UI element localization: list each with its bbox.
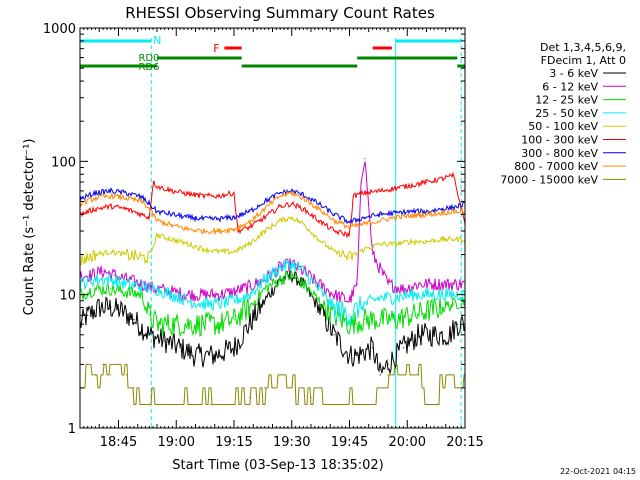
series-4-group — [79, 258, 466, 327]
decimation-bar-label-2: RD0 — [138, 53, 159, 64]
legend-entry-3: 12 - 25 keV — [535, 94, 598, 107]
series-1-point-21 — [356, 354, 358, 357]
series-9-point-17 — [248, 396, 250, 398]
series-6-line — [79, 171, 466, 239]
series-4-point-19 — [348, 314, 351, 316]
y-axis-label: Count Rate (s⁻¹ detector⁻¹) — [22, 139, 37, 316]
series-7-line — [79, 187, 466, 225]
series-5-point-10 — [202, 248, 204, 250]
series-7-point-9 — [187, 216, 189, 218]
series-3-point-6 — [148, 314, 150, 316]
series-3-line — [79, 268, 466, 338]
series-2-point-4 — [114, 274, 116, 276]
x-tick-label-1: 18:45 — [100, 435, 137, 450]
series-1-line — [79, 270, 466, 375]
series-9-point-14 — [210, 403, 212, 406]
series-6-point-20 — [318, 219, 320, 222]
series-1-group — [79, 270, 466, 376]
series-2-point-23 — [364, 157, 366, 160]
x-axis-label: Start Time (03-Sep-13 18:35:02) — [172, 458, 383, 473]
x-tick-label-6: 20:00 — [389, 435, 426, 450]
legend-header-2: FDecim 1, Att 0 — [541, 54, 626, 67]
series-5-point-27 — [452, 238, 454, 240]
y-tick-label-3: 100 — [51, 155, 76, 170]
series-3-point-12 — [233, 319, 235, 321]
legend-entry-4: 25 - 50 keV — [535, 107, 598, 120]
x-tick-label-5: 19:45 — [331, 435, 368, 450]
legend-entry-9: 7000 - 15000 keV — [500, 173, 598, 186]
series-5-point-19 — [333, 251, 335, 253]
series-5-point-15 — [279, 219, 281, 222]
series-3-point-21 — [364, 319, 366, 321]
series-5-point-4 — [125, 253, 127, 256]
series-4-line — [79, 258, 466, 327]
series-1-point-19 — [333, 334, 335, 336]
series-1-point-6 — [133, 319, 135, 321]
series-3-point-16 — [291, 274, 293, 276]
series-7-point-23 — [395, 212, 397, 214]
series-3-point-27 — [452, 303, 454, 305]
x-tick-label-4: 19:30 — [273, 435, 310, 450]
x-tick-label-3: 19:15 — [215, 435, 252, 450]
decimation-bar-label-1: RD6 — [138, 62, 159, 73]
series-9-line — [80, 363, 465, 405]
series-4-point-12 — [248, 294, 250, 296]
series-5-point-18 — [318, 238, 320, 240]
series-5-point-6 — [148, 256, 150, 259]
series-7-group — [79, 187, 466, 225]
series-2-point-24 — [372, 253, 374, 256]
series-9-point-18 — [264, 387, 266, 389]
legend-header-1: Det 1,3,4,5,6,9, — [540, 41, 626, 54]
series-1-point-2 — [87, 314, 89, 316]
series-2-point-3 — [102, 270, 104, 272]
series-3-point-3 — [110, 288, 112, 290]
series-9-point-8 — [133, 387, 135, 389]
x-tick-label-2: 19:00 — [158, 435, 195, 450]
series-4-point-20 — [364, 303, 366, 305]
series-9-point-5 — [110, 374, 112, 376]
series-1-point-9 — [179, 347, 181, 349]
series-5-point-5 — [141, 256, 143, 259]
series-1-point-25 — [402, 347, 404, 349]
series-4-point-6 — [156, 288, 158, 290]
series-2-point-13 — [248, 286, 250, 288]
series-3-point-23 — [395, 319, 397, 321]
series-9-point-4 — [102, 363, 104, 365]
series-1-point-23 — [379, 374, 381, 376]
series-6-point-2 — [94, 208, 96, 210]
series-5-point-20 — [348, 256, 351, 259]
series-6-point-8 — [156, 185, 158, 187]
series-3-point-26 — [441, 307, 443, 309]
y-tick-label-4: 1000 — [43, 22, 76, 37]
series-8-line — [79, 189, 465, 236]
series-9-point-7 — [125, 374, 127, 376]
series-6-point-28 — [425, 181, 428, 183]
series-4-point-7 — [171, 294, 173, 296]
footer-date: 22-Oct-2021 04:15 — [560, 467, 636, 476]
y-tick-label-1: 1 — [68, 422, 76, 437]
series-7-point-24 — [410, 211, 412, 213]
chart-title: RHESSI Observing Summary Count Rates — [125, 4, 435, 22]
night-bar-label: N — [153, 34, 161, 47]
series-3-point-24 — [410, 314, 412, 316]
series-4-point-16 — [302, 270, 304, 272]
series-9-point-26 — [387, 374, 389, 376]
legend-entry-8: 800 - 7000 keV — [514, 160, 598, 173]
series-7-point-13 — [248, 211, 250, 213]
legend-entry-1: 3 - 6 keV — [549, 67, 598, 80]
y-tick-label-2: 10 — [59, 289, 76, 304]
legend: Det 1,3,4,5,6,9,FDecim 1, Att 03 - 6 keV… — [500, 41, 626, 186]
series-5-line — [79, 216, 466, 266]
legend-entry-7: 300 - 800 keV — [521, 147, 598, 160]
flare-bar-label: F — [213, 42, 219, 55]
x-tick-label-7: 20:15 — [446, 435, 483, 450]
legend-entry-6: 100 - 300 keV — [521, 134, 598, 147]
legend-entry-2: 6 - 12 keV — [542, 80, 598, 93]
series-5-point-3 — [110, 251, 112, 253]
legend-entry-5: 50 - 100 keV — [528, 120, 598, 133]
